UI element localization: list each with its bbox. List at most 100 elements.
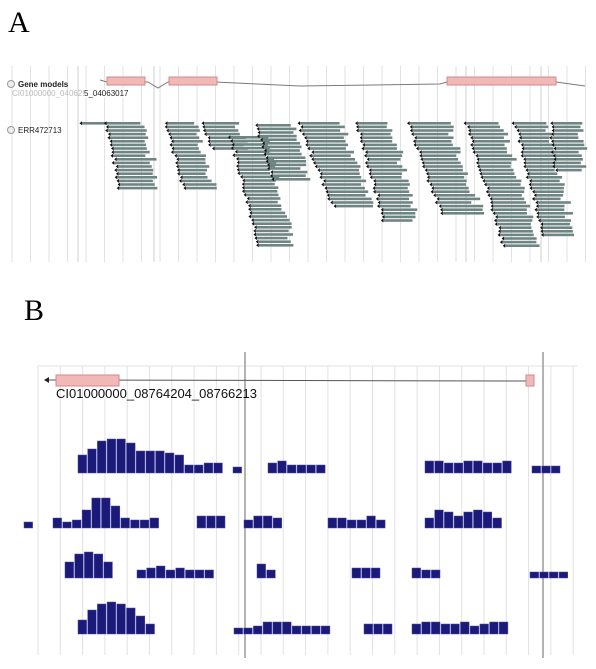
- read-arrow-icon: [183, 186, 186, 191]
- coverage-bar: [282, 621, 292, 635]
- read-arrow-icon: [246, 196, 250, 201]
- read-arrow-icon: [364, 160, 368, 165]
- coverage-bar: [424, 517, 434, 529]
- read-arrow-icon: [257, 130, 261, 135]
- aligned-read: [362, 140, 393, 143]
- coverage-bar: [253, 625, 263, 635]
- aligned-read: [421, 150, 461, 154]
- read-arrow-icon: [535, 204, 539, 209]
- aligned-read: [554, 143, 585, 147]
- aligned-read: [112, 140, 145, 143]
- read-arrow-icon: [317, 168, 320, 173]
- coverage-bar: [351, 567, 361, 579]
- aligned-read: [536, 194, 564, 197]
- coverage-bar: [97, 440, 107, 474]
- aligned-read: [482, 176, 517, 179]
- read-arrow-icon: [381, 214, 385, 219]
- aligned-read: [538, 212, 573, 215]
- read-arrow-icon: [479, 171, 482, 176]
- read-arrow-icon: [414, 135, 417, 140]
- read-arrow-icon: [207, 139, 211, 144]
- aligned-read: [238, 164, 276, 168]
- aligned-read: [519, 140, 550, 143]
- read-arrow-icon: [484, 182, 487, 187]
- aligned-read: [315, 161, 358, 165]
- read-arrow-icon: [540, 222, 544, 227]
- read-arrow-icon: [178, 178, 182, 183]
- read-arrow-icon: [242, 189, 245, 194]
- aligned-read: [357, 122, 388, 125]
- aligned-read: [531, 179, 560, 183]
- coverage-bar: [277, 460, 287, 474]
- read-arrow-icon: [520, 150, 524, 155]
- read-arrow-icon: [236, 160, 240, 165]
- aligned-read: [171, 143, 198, 147]
- aligned-read: [555, 154, 582, 157]
- aligned-read: [234, 143, 269, 146]
- coverage-bar: [145, 450, 155, 474]
- aligned-read: [167, 122, 195, 125]
- coverage-bar: [272, 621, 282, 635]
- aligned-read: [118, 172, 153, 175]
- coverage-bar: [101, 497, 111, 529]
- aligned-read: [470, 129, 504, 132]
- reads-track-handle-icon[interactable]: [7, 126, 15, 134]
- read-arrow-icon: [249, 210, 252, 215]
- aligned-read: [367, 150, 404, 154]
- aligned-read: [543, 233, 575, 237]
- coverage-bar: [243, 627, 253, 635]
- read-arrow-icon: [265, 159, 269, 164]
- read-arrow-icon: [182, 182, 185, 187]
- coverage-bar: [156, 565, 166, 579]
- read-arrow-icon: [421, 160, 425, 165]
- read-arrow-icon: [550, 150, 554, 155]
- read-arrow-icon: [267, 166, 270, 171]
- aligned-read: [268, 160, 307, 163]
- coverage-bar: [347, 519, 357, 529]
- aligned-read: [375, 186, 408, 190]
- read-arrow-icon: [267, 162, 270, 167]
- aligned-read: [412, 129, 454, 132]
- coverage-bar: [383, 623, 393, 635]
- read-arrow-icon: [176, 164, 179, 169]
- aligned-read: [307, 143, 349, 147]
- aligned-read: [230, 136, 269, 139]
- aligned-read: [258, 240, 291, 243]
- aligned-read: [540, 219, 572, 222]
- reads-track-label: ERR472713: [18, 126, 62, 135]
- read-arrow-icon: [248, 207, 251, 212]
- aligned-read: [109, 136, 149, 139]
- read-arrow-icon: [489, 196, 493, 201]
- read-arrow-icon: [232, 153, 235, 158]
- aligned-read: [504, 237, 537, 240]
- coverage-bar: [361, 567, 371, 579]
- aligned-read: [257, 124, 291, 127]
- aligned-read: [259, 127, 297, 131]
- read-arrow-icon: [467, 124, 470, 129]
- aligned-read: [329, 194, 366, 197]
- gene-track-handle-icon[interactable]: [7, 80, 15, 88]
- aligned-read: [174, 147, 199, 150]
- read-arrow-icon: [321, 182, 324, 187]
- read-arrow-icon: [307, 146, 310, 151]
- read-arrow-icon: [105, 124, 109, 129]
- read-arrow-icon: [230, 146, 234, 151]
- read-arrow-icon: [490, 204, 494, 209]
- read-arrow-icon: [297, 121, 301, 126]
- read-arrow-icon: [298, 128, 302, 133]
- read-arrow-icon: [492, 211, 496, 216]
- read-arrow-icon: [114, 168, 117, 173]
- aligned-read: [479, 158, 517, 161]
- read-arrow-icon: [359, 132, 363, 137]
- read-arrow-icon: [204, 132, 207, 137]
- coverage-bar: [120, 517, 130, 529]
- coverage-bar: [453, 515, 463, 529]
- coverage-bar: [434, 460, 444, 474]
- coverage-bar: [196, 515, 206, 529]
- aligned-read: [308, 140, 346, 143]
- aligned-read: [113, 150, 150, 154]
- coverage-bar: [366, 515, 376, 529]
- coverage-bar: [216, 515, 226, 529]
- read-arrow-icon: [380, 218, 384, 223]
- coverage-bar: [155, 450, 165, 474]
